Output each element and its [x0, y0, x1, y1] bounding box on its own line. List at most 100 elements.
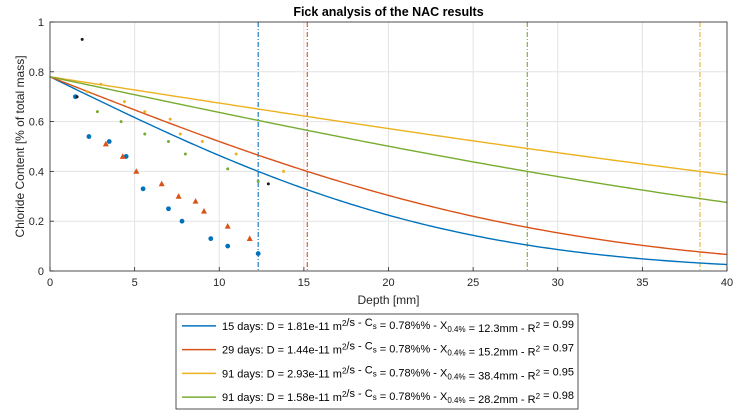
legend-text-part: /s: [346, 341, 355, 353]
legend-text-part: /s: [346, 317, 355, 329]
legend-text-part: 2: [342, 366, 347, 375]
y-tick-label: 0.6: [29, 117, 44, 129]
legend-text-part: 2: [536, 368, 541, 377]
data-point: [179, 218, 185, 224]
legend-text-part: = 0.78%: [377, 391, 421, 403]
x-tick-label: 25: [467, 277, 479, 289]
data-point: [208, 236, 214, 242]
legend-text-part: = 0.78%: [377, 344, 421, 356]
legend-label: 29 days: D = 1.44e-11 m2/s - Cs = 0.78%%…: [222, 341, 574, 359]
data-point: [234, 152, 238, 156]
series-line: [49, 76, 728, 266]
chart-title: Fick analysis of the NAC results: [293, 5, 483, 19]
legend-text-part: /s: [346, 388, 355, 400]
data-point: [246, 235, 253, 242]
legend-text-part: - C: [355, 317, 373, 329]
legend-text-part: s: [373, 322, 377, 331]
legend-text-part: 2: [536, 392, 541, 401]
legend-text-part: 0.4%: [447, 325, 465, 334]
legend-text-part: 0.4%: [447, 372, 465, 381]
legend-text-part: s: [373, 369, 377, 378]
legend-text-part: = 38.4: [466, 370, 500, 382]
legend-label: 15 days: D = 1.81e-11 m2/s - Cs = 0.78%%…: [222, 317, 574, 335]
legend-text-part: = 0.78%: [377, 367, 421, 379]
data-point: [86, 134, 92, 139]
data-point: [106, 139, 112, 144]
legend-text-part: % - X: [420, 367, 448, 379]
data-point: [158, 180, 165, 187]
legend-text-part: s: [373, 393, 377, 402]
legend-text-part: 29 days: D = 1.44e-11 m: [222, 345, 342, 357]
series-line: [49, 76, 728, 204]
legend-text-part: = 0.95: [540, 366, 574, 378]
legend-text-part: = 0.98: [540, 390, 574, 402]
data-point: [166, 140, 170, 144]
x-tick-label: 40: [721, 277, 733, 289]
data-point: [140, 186, 146, 192]
legend-text-part: % - X: [420, 391, 448, 403]
legend-text-part: /s: [346, 364, 355, 376]
data-point: [119, 120, 123, 124]
x-tick-label: 10: [213, 277, 225, 289]
legend-text-part: mm - R: [500, 347, 536, 359]
legend-text-part: = 15.2: [466, 347, 500, 359]
x-axis-label: Depth [mm]: [357, 293, 419, 307]
legend-text-part: 2: [342, 319, 347, 328]
data-point: [99, 82, 103, 86]
legend-text-part: 0.4%: [447, 349, 465, 358]
legend-text-part: - C: [355, 364, 373, 376]
legend: 15 days: D = 1.81e-11 m2/s - Cs = 0.78%%…: [175, 313, 579, 410]
data-point: [225, 243, 231, 249]
legend-text-part: = 0.97: [540, 343, 574, 355]
data-point: [201, 208, 208, 214]
data-point: [224, 222, 231, 229]
data-point: [102, 140, 109, 147]
legend-box: [175, 313, 579, 410]
x-tick-label: 20: [382, 277, 394, 289]
data-point: [85, 90, 89, 94]
x-tick-label: 35: [636, 277, 648, 289]
data-point: [255, 251, 261, 256]
data-point: [119, 153, 126, 159]
legend-text-part: 2: [342, 390, 347, 399]
series-line: [49, 76, 728, 176]
data-point: [266, 182, 270, 186]
data-point: [192, 198, 199, 204]
data-point: [143, 110, 147, 114]
legend-text-part: s: [373, 346, 377, 355]
x-tick-label: 5: [132, 277, 138, 289]
data-point: [226, 167, 230, 171]
data-point: [133, 168, 140, 174]
y-tick-label: 0.2: [29, 216, 44, 228]
legend-text-part: 15 days: D = 1.81e-11 m: [222, 321, 342, 333]
legend-text-part: mm - R: [500, 394, 536, 406]
data-point: [200, 140, 204, 144]
data-point: [183, 152, 187, 156]
data-point: [122, 100, 126, 104]
data-point: [95, 110, 99, 114]
legend-text-part: = 12.3: [466, 323, 500, 335]
y-tick-label: 0.4: [29, 166, 44, 178]
data-point: [168, 117, 172, 121]
legend-text-part: - C: [355, 388, 373, 400]
data-point: [143, 132, 147, 136]
data-point: [256, 179, 260, 183]
legend-text-part: = 0.78%: [377, 320, 421, 332]
legend-text-part: 2: [342, 343, 347, 352]
legend-text-part: - C: [355, 341, 373, 353]
legend-text-part: 91 days: D = 1.58e-11 m: [222, 392, 342, 404]
legend-text-part: % - X: [420, 320, 448, 332]
data-point: [80, 37, 84, 41]
y-tick-label: 1: [38, 17, 44, 29]
legend-text-part: mm - R: [500, 370, 536, 382]
legend-text-part: = 0.99: [540, 319, 574, 331]
y-tick-label: 0: [38, 266, 44, 278]
x-tick-label: 0: [47, 277, 53, 289]
data-point: [178, 132, 182, 136]
y-axis-label: Chloride Content [% of total mass]: [13, 55, 27, 237]
legend-text-part: 91 days: D = 2.93e-11 m: [222, 368, 342, 380]
x-tick-label: 15: [298, 277, 310, 289]
data-point: [166, 206, 171, 212]
series-line: [49, 76, 728, 256]
